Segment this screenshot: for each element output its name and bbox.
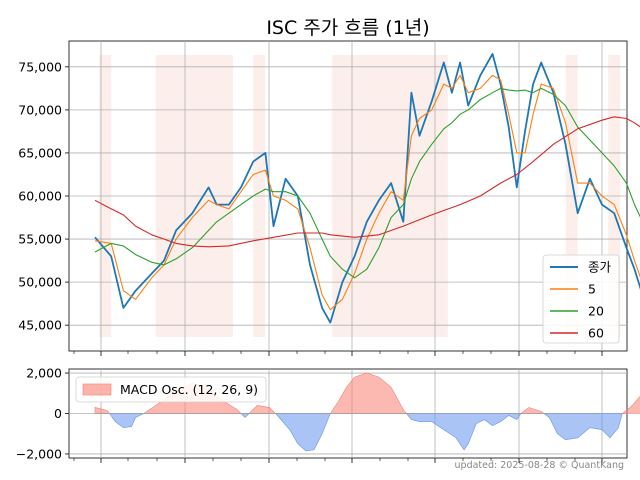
osc-area-negative [240,413,250,418]
series-line-1 [94,53,640,324]
legend-label: MACD Osc. (12, 26, 9) [120,382,258,397]
y-tick-label: 45,000 [18,318,62,333]
y-tick-label: 70,000 [18,102,62,117]
osc-area-negative [274,413,331,452]
osc-area-positive [621,395,640,414]
y-tick-label: 55,000 [18,232,62,247]
osc-area-positive [329,372,408,414]
y-tick-label: 75,000 [18,59,62,74]
y-tick-label: 2,000 [26,366,62,381]
legend-label: 20 [588,304,604,319]
legend-label: 60 [588,326,604,341]
legend-label: 5 [588,282,596,297]
osc-area-positive [248,405,277,414]
legend-label: 종가 [588,260,612,275]
y-tick-label: 0 [54,406,62,421]
y-tick-label: 60,000 [18,189,62,204]
y-tick-label: 65,000 [18,145,62,160]
osc-area-negative [108,413,144,429]
osc-area-negative [542,413,623,441]
macd-legend: MACD Osc. (12, 26, 9) [75,376,267,403]
osc-area-positive [520,407,545,414]
y-tick-label: 50,000 [18,275,62,290]
chart-title: ISC 주가 흐름 (1년) [266,17,429,39]
legend-swatch [82,383,112,396]
macd-panel: −2,000 0 2,000 [16,366,640,463]
series-line-4 [94,116,640,248]
series-line-3 [94,87,640,279]
price-legend: 종가 5 20 60 [542,254,620,344]
footer-note: updated: 2025-08-28 © QuantKang [455,460,624,471]
y-tick-label: −2,000 [16,446,62,461]
legend-frame [75,376,267,403]
osc-area-positive [94,407,110,414]
legend-frame [542,254,620,344]
series-line-2 [94,74,640,311]
osc-area-negative [405,413,522,451]
